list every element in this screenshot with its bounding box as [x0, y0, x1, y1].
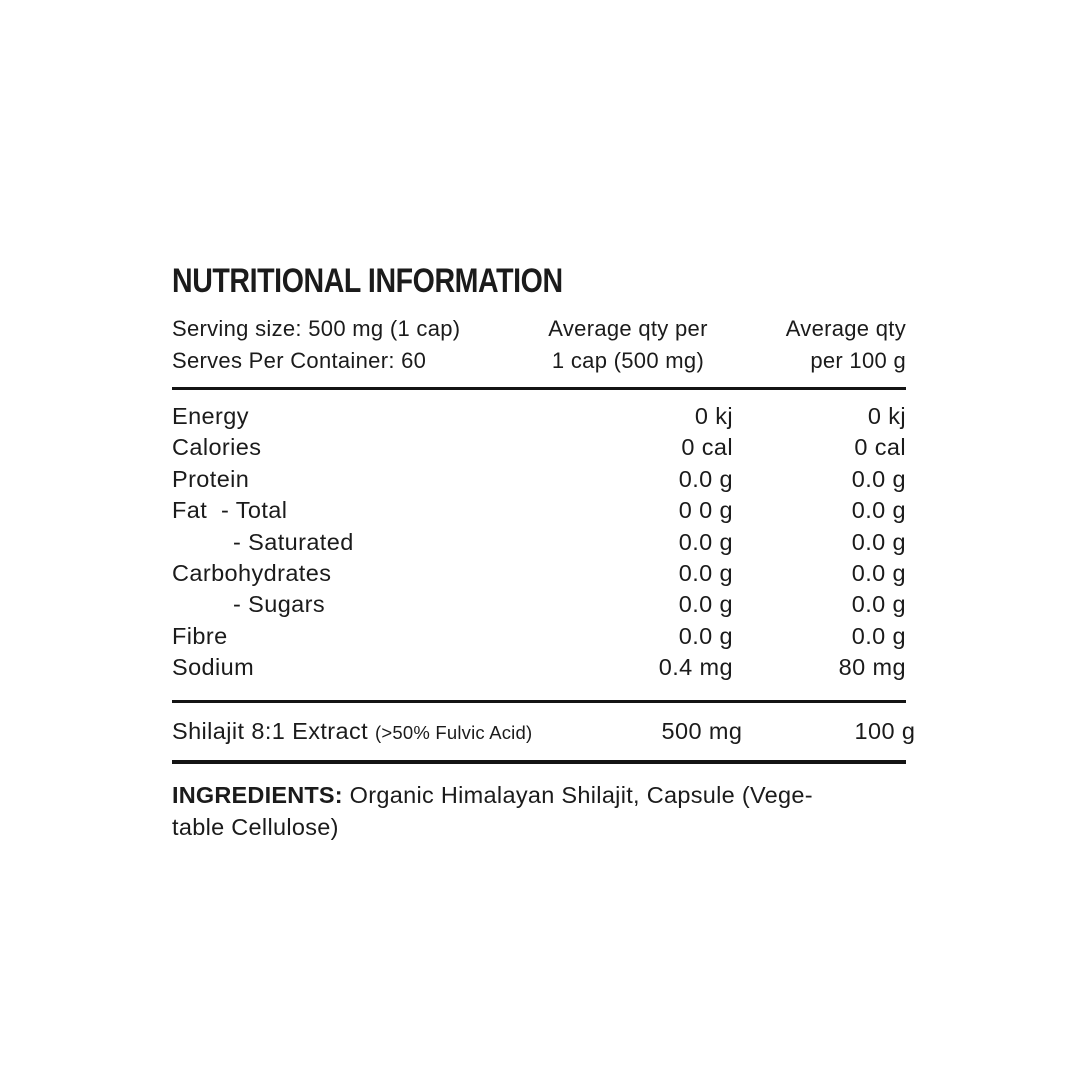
- row-label: Protein: [172, 465, 250, 492]
- row-label: - Saturated: [233, 528, 354, 555]
- row-label: Sodium: [172, 654, 255, 681]
- col-header-per-serve-line1: Average qty per: [548, 316, 708, 341]
- row-value-per-serve: 0.0 g: [678, 560, 733, 587]
- row-value-per-100g: 0.0 g: [851, 591, 906, 618]
- row-value-per-100g: 0.0 g: [851, 465, 906, 492]
- row-value-per-serve: 0.0 g: [678, 528, 733, 555]
- row-value-per-serve: 0 0 g: [678, 497, 733, 524]
- serves-per-container: Serves Per Container: 60: [172, 348, 427, 373]
- active-ingredient-per-100g: 100 g: [854, 717, 916, 744]
- col-header-per-serve-line2: 1 cap (500 mg): [551, 348, 705, 373]
- table-row: Carbohydrates 0.0 g 0.0 g: [172, 558, 906, 589]
- row-value-per-100g: 0.0 g: [851, 560, 906, 587]
- nutrition-label: NUTRITIONAL INFORMATION Serving size: 50…: [172, 262, 915, 866]
- ingredients-text-line1: Organic Himalayan Shilajit, Capsule (Veg…: [349, 781, 813, 808]
- active-ingredient-note: (>50% Fulvic Acid): [375, 721, 533, 743]
- col-header-per-100g-line1: Average qty: [785, 316, 906, 341]
- row-value-per-serve: 0.0 g: [678, 622, 733, 649]
- col-header-per-100g-line2: per 100 g: [810, 348, 906, 373]
- table-row: Fibre 0.0 g 0.0 g: [172, 621, 906, 652]
- row-label: Energy: [172, 403, 249, 429]
- divider-middle: [172, 699, 906, 703]
- table-row: Fat - Total 0 0 g 0.0 g: [172, 495, 906, 526]
- row-label: Carbohydrates: [172, 560, 332, 587]
- table-row: Energy 0 kj 0 kj: [172, 401, 906, 432]
- table-row: - Saturated 0.0 g 0.0 g: [172, 527, 906, 558]
- active-ingredient-per-serve: 500 mg: [661, 717, 743, 744]
- table-row: Sodium 0.4 mg 80 mg: [172, 652, 906, 683]
- serving-size: Serving size: 500 mg (1 cap): [172, 316, 461, 341]
- row-value-per-100g: 0.0 g: [851, 528, 906, 555]
- row-value-per-serve: 0.0 g: [678, 465, 733, 492]
- table-row: - Sugars 0.0 g 0.0 g: [172, 589, 906, 620]
- table-row: Calories 0 cal 0 cal: [172, 432, 906, 463]
- nutrition-title-text: NUTRITIONAL INFORMATION: [172, 262, 563, 300]
- row-value-per-serve: 0 kj: [694, 403, 733, 429]
- row-value-per-100g: 80 mg: [838, 654, 906, 681]
- nutrition-title: NUTRITIONAL INFORMATION: [172, 262, 906, 301]
- active-ingredient-row: Shilajit 8:1 Extract (>50% Fulvic Acid) …: [172, 703, 915, 760]
- active-ingredient-name-cell: Shilajit 8:1 Extract (>50% Fulvic Acid): [172, 716, 532, 748]
- divider-bottom: [172, 759, 906, 764]
- ingredients-section: INGREDIENTS: Organic Himalayan Shilajit,…: [172, 779, 906, 843]
- ingredients-heading: INGREDIENTS:: [172, 781, 343, 808]
- row-label: Calories: [172, 434, 262, 461]
- row-label: Fibre: [172, 622, 228, 649]
- row-value-per-serve: 0.0 g: [678, 591, 733, 618]
- row-value-per-100g: 0 cal: [854, 434, 906, 461]
- row-value-per-100g: 0.0 g: [851, 497, 906, 524]
- row-value-per-serve: 0.4 mg: [658, 654, 733, 681]
- row-value-per-100g: 0 kj: [867, 403, 906, 429]
- row-label: - Sugars: [233, 591, 326, 618]
- serving-info: Serving size: 500 mg (1 cap) Serves Per …: [172, 313, 523, 377]
- row-label: Fat - Total: [172, 497, 288, 524]
- ingredients-text-line2: table Cellulose): [172, 813, 339, 840]
- col-header-per-100g: Average qty per 100 g: [733, 313, 906, 377]
- row-value-per-100g: 0.0 g: [851, 622, 906, 649]
- table-header: Serving size: 500 mg (1 cap) Serves Per …: [172, 313, 906, 377]
- divider-top: [172, 387, 906, 390]
- row-value-per-serve: 0 cal: [681, 434, 733, 461]
- nutrition-rows: Energy 0 kj 0 kj Calories 0 cal 0 cal Pr…: [172, 390, 906, 693]
- active-ingredient-name: Shilajit 8:1 Extract: [172, 717, 369, 744]
- col-header-per-serve: Average qty per 1 cap (500 mg): [523, 313, 733, 377]
- table-row: Protein 0.0 g 0.0 g: [172, 464, 906, 495]
